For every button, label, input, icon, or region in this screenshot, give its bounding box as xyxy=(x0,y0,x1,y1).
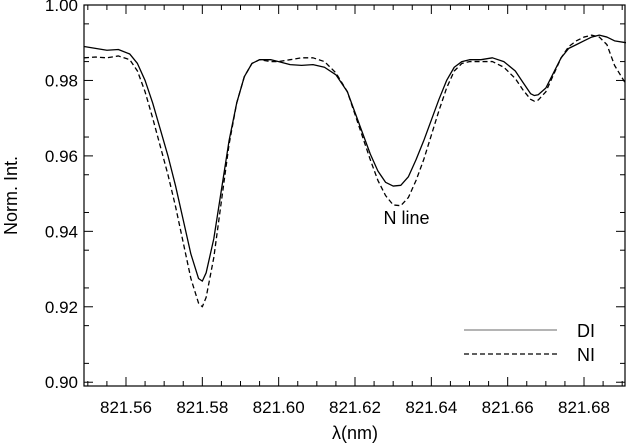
y-tick-label: 1.00 xyxy=(45,0,78,15)
x-tick-label: 821.64 xyxy=(405,398,457,417)
y-tick-label: 0.94 xyxy=(45,222,78,241)
x-tick-label: 821.62 xyxy=(329,398,381,417)
x-tick-label: 821.66 xyxy=(482,398,534,417)
x-tick-label: 821.68 xyxy=(558,398,610,417)
y-tick-label: 0.96 xyxy=(45,147,78,166)
legend-label-ni: NI xyxy=(577,345,595,365)
x-axis-label: λ(nm) xyxy=(332,423,378,443)
y-axis-label: Norm. Int. xyxy=(1,156,21,235)
series-line-ni xyxy=(83,34,626,308)
y-axis-ticks: 0.90 0.92 0.94 0.96 0.98 1.00 xyxy=(45,0,625,392)
series-line-di xyxy=(83,34,626,282)
y-tick-label: 0.98 xyxy=(45,71,78,90)
x-tick-label: 821.58 xyxy=(176,398,228,417)
y-tick-label: 0.92 xyxy=(45,298,78,317)
x-tick-label: 821.60 xyxy=(253,398,305,417)
series-layer xyxy=(83,34,626,308)
y-tick-label: 0.90 xyxy=(45,373,78,392)
annotation-layer: N line xyxy=(384,208,430,228)
legend-label-di: DI xyxy=(577,321,595,341)
plot-frame xyxy=(83,4,626,387)
n-line-annotation: N line xyxy=(384,208,430,228)
legend: DI NI xyxy=(464,321,595,365)
x-tick-label: 821.56 xyxy=(100,398,152,417)
x-axis-ticks: 821.56 821.58 821.60 821.62 821.64 821.66 821.… xyxy=(87,5,623,417)
plot-area: 821.56 821.58 821.60 821.62 821.64 821.66 821.… xyxy=(45,0,626,417)
